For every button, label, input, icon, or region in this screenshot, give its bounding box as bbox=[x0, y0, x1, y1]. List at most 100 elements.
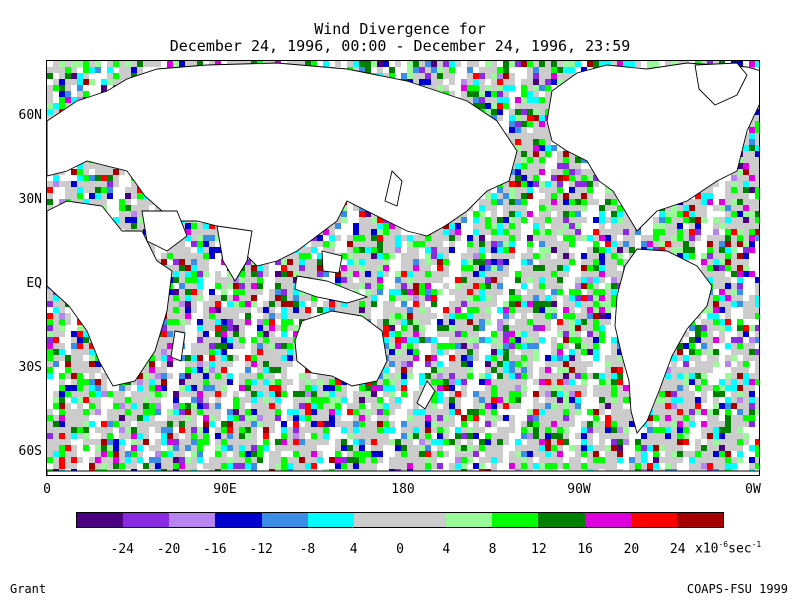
data-cell bbox=[689, 199, 695, 205]
data-cell bbox=[575, 337, 581, 343]
data-cell bbox=[425, 67, 431, 73]
data-cell bbox=[359, 229, 365, 235]
data-cell bbox=[743, 145, 749, 151]
data-cell bbox=[737, 199, 743, 205]
data-cell bbox=[521, 313, 527, 319]
data-cell bbox=[467, 265, 473, 271]
data-cell bbox=[581, 277, 587, 283]
data-cell bbox=[323, 241, 329, 247]
data-cell bbox=[53, 67, 59, 73]
data-cell bbox=[521, 265, 527, 271]
data-cell bbox=[557, 163, 563, 169]
data-cell bbox=[401, 337, 407, 343]
data-cell bbox=[137, 67, 143, 73]
data-cell bbox=[389, 301, 395, 307]
data-cell bbox=[515, 325, 521, 331]
data-cell bbox=[569, 349, 575, 355]
data-cell bbox=[539, 229, 545, 235]
data-cell bbox=[203, 349, 209, 355]
data-cell bbox=[689, 235, 695, 241]
data-cell bbox=[527, 97, 533, 103]
data-cell bbox=[461, 313, 467, 319]
data-cell bbox=[545, 241, 551, 247]
data-cell bbox=[533, 67, 539, 73]
data-cell bbox=[473, 85, 479, 91]
data-cell bbox=[737, 277, 743, 283]
data-cell bbox=[191, 241, 197, 247]
data-cell bbox=[407, 307, 413, 313]
data-cell bbox=[455, 301, 461, 307]
data-cell bbox=[509, 211, 515, 217]
data-cell bbox=[263, 355, 269, 361]
data-cell bbox=[293, 61, 299, 67]
data-cell bbox=[47, 193, 53, 199]
data-cell bbox=[299, 373, 305, 379]
data-cell bbox=[569, 199, 575, 205]
data-cell bbox=[521, 139, 527, 145]
data-cell bbox=[191, 355, 197, 361]
data-cell bbox=[443, 373, 449, 379]
data-cell bbox=[407, 73, 413, 79]
data-cell bbox=[461, 373, 467, 379]
data-cell bbox=[245, 313, 251, 319]
data-cell bbox=[173, 247, 179, 253]
data-cell bbox=[545, 367, 551, 373]
data-cell bbox=[479, 337, 485, 343]
data-cell bbox=[263, 271, 269, 277]
data-cell bbox=[533, 229, 539, 235]
data-cell bbox=[527, 241, 533, 247]
data-cell bbox=[497, 337, 503, 343]
data-cell bbox=[479, 307, 485, 313]
data-cell bbox=[275, 271, 281, 277]
data-cell bbox=[455, 367, 461, 373]
data-cell bbox=[521, 157, 527, 163]
data-cell bbox=[359, 277, 365, 283]
data-cell bbox=[707, 199, 713, 205]
data-cell bbox=[689, 373, 695, 379]
data-cell bbox=[461, 91, 467, 97]
data-cell bbox=[749, 241, 755, 247]
data-cell bbox=[743, 169, 749, 175]
data-cell bbox=[713, 355, 719, 361]
data-cell bbox=[425, 337, 431, 343]
data-cell bbox=[533, 235, 539, 241]
data-cell bbox=[83, 367, 89, 373]
data-cell bbox=[503, 223, 509, 229]
data-cell bbox=[233, 325, 239, 331]
data-cell bbox=[689, 253, 695, 259]
data-cell bbox=[557, 187, 563, 193]
data-cell bbox=[719, 241, 725, 247]
data-cell bbox=[47, 199, 53, 205]
data-cell bbox=[593, 175, 599, 181]
data-cell bbox=[695, 355, 701, 361]
data-cell bbox=[191, 283, 197, 289]
data-cell bbox=[257, 367, 263, 373]
data-cell bbox=[485, 217, 491, 223]
data-cell bbox=[491, 247, 497, 253]
data-cell bbox=[353, 259, 359, 265]
data-cell bbox=[407, 283, 413, 289]
data-cell bbox=[245, 355, 251, 361]
data-cell bbox=[671, 373, 677, 379]
data-cell bbox=[497, 73, 503, 79]
data-cell bbox=[623, 217, 629, 223]
data-cell bbox=[755, 229, 759, 235]
data-cell bbox=[113, 181, 119, 187]
data-cell bbox=[419, 313, 425, 319]
data-cell bbox=[95, 169, 101, 175]
data-cell bbox=[491, 67, 497, 73]
data-cell bbox=[353, 265, 359, 271]
data-cell bbox=[509, 79, 515, 85]
data-cell bbox=[47, 205, 53, 211]
data-cell bbox=[713, 295, 719, 301]
data-cell bbox=[695, 211, 701, 217]
data-cell bbox=[347, 283, 353, 289]
data-cell bbox=[635, 229, 641, 235]
data-cell bbox=[287, 301, 293, 307]
data-cell bbox=[713, 259, 719, 265]
data-cell bbox=[581, 259, 587, 265]
data-cell bbox=[233, 301, 239, 307]
data-cell bbox=[689, 247, 695, 253]
data-cell bbox=[431, 337, 437, 343]
data-cell bbox=[257, 349, 263, 355]
